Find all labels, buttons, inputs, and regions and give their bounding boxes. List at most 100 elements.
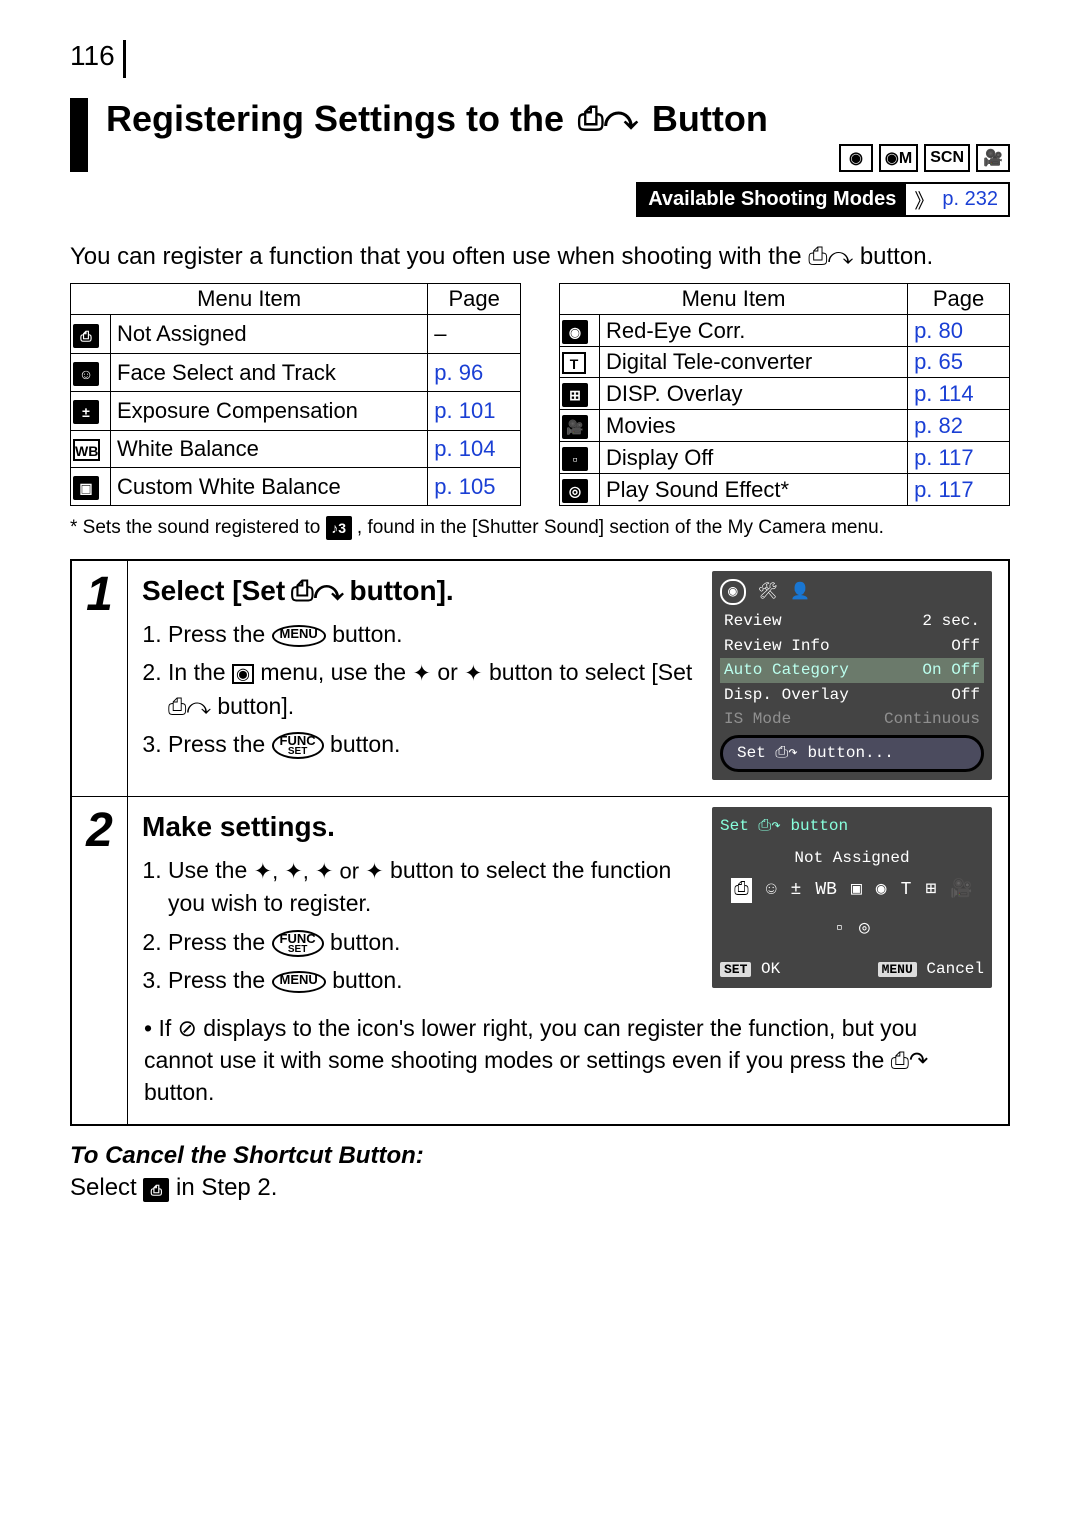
col-page: Page: [428, 284, 521, 315]
step-number: 1: [72, 561, 128, 796]
menu-page-cell[interactable]: p. 105: [428, 467, 521, 505]
camera-screen-1: ◉ 🛠 👤 Review2 sec.Review InfoOffAuto Cat…: [712, 571, 992, 780]
menu-icon: ⎙: [73, 324, 99, 348]
menu-icon: ☺: [73, 362, 99, 386]
available-modes-bar: Available Shooting Modes 》 p. 232: [70, 182, 1010, 217]
sound-icon: ♪3: [326, 516, 352, 540]
menu-item-cell: Digital Tele-converter: [600, 347, 908, 378]
menu-item-cell: Play Sound Effect*: [600, 474, 908, 506]
ok-button: SET OK: [720, 958, 780, 980]
menu-icon-cell: ☺: [71, 353, 111, 391]
col-page: Page: [908, 284, 1010, 315]
table-row: ± Exposure Compensationp. 101: [71, 392, 521, 430]
step-heading: Select [Set ⎙↷ button].: [142, 571, 694, 610]
menu-icon-cell: T: [560, 347, 600, 378]
page-number: 116: [70, 40, 126, 78]
menu-icon-cell: ⊞: [560, 378, 600, 410]
screen-row: IS ModeContinuous: [720, 707, 984, 731]
menu-table-left: Menu Item Page ⎙ Not Assigned– ☺ Face Selec…: [70, 283, 521, 506]
menu-icon: ±: [73, 400, 99, 424]
menu-page-cell[interactable]: p. 82: [908, 410, 1010, 442]
menu-icon: T: [562, 352, 586, 374]
intro-part1: You can register a function that you oft…: [70, 243, 808, 270]
screen-row: Disp. OverlayOff: [720, 683, 984, 707]
menu-icon-cell: ±: [71, 392, 111, 430]
screen-row: Review2 sec.: [720, 609, 984, 633]
menu-tables: Menu Item Page ⎙ Not Assigned– ☺ Face Selec…: [70, 283, 1010, 506]
instruction-1: Use the ✦, ✦, ✦ or ✦ button to select th…: [168, 854, 694, 920]
step-note: • If ⊘ displays to the icon's lower righ…: [142, 1012, 992, 1109]
mode-icon: SCN: [924, 144, 970, 172]
table-row: ⊞DISP. Overlayp. 114: [560, 378, 1010, 410]
mode-icon: ◉M: [879, 144, 918, 172]
footnote-prefix: * Sets the sound registered to: [70, 517, 326, 538]
menu-page-cell: –: [428, 315, 521, 353]
menu-icon: WB: [73, 439, 100, 461]
grid-icon: ☺: [766, 878, 777, 903]
grid-icon: ⎙: [731, 878, 751, 903]
grid-icon: ◎: [859, 917, 870, 942]
shortcut-icon: ⎙↷: [808, 243, 853, 270]
table-row: WB White Balancep. 104: [71, 430, 521, 467]
screen-row: Review InfoOff: [720, 634, 984, 658]
table-row: 🎥Moviesp. 82: [560, 410, 1010, 442]
func-set-button-icon: FUNCSET: [272, 732, 324, 759]
table-row: ⎙ Not Assigned–: [71, 315, 521, 353]
menu-page-cell[interactable]: p. 65: [908, 347, 1010, 378]
menu-item-cell: Red-Eye Corr.: [600, 315, 908, 347]
menu-icon-cell: ◉: [560, 315, 600, 347]
highlight-capsule: Set ⎙↷ button...: [720, 735, 984, 771]
instruction-2: In the ◉ menu, use the ✦ or ✦ button to …: [168, 656, 694, 722]
menu-item-cell: Custom White Balance: [111, 467, 428, 505]
step-1: 1 Select [Set ⎙↷ button]. Press the MENU…: [72, 561, 1008, 797]
menu-item-cell: Movies: [600, 410, 908, 442]
grid-icon: T: [901, 878, 912, 903]
menu-page-cell[interactable]: p. 114: [908, 378, 1010, 410]
menu-item-cell: Face Select and Track: [111, 353, 428, 391]
page-title: Registering Settings to the ⎙↷ Button: [106, 98, 1010, 140]
grid-icon: ⊞: [925, 878, 936, 903]
available-modes-page-link[interactable]: p. 232: [942, 184, 1008, 215]
menu-page-cell[interactable]: p. 96: [428, 353, 521, 391]
cancel-button: MENU Cancel: [878, 958, 984, 980]
grid-icon: ±: [791, 878, 802, 903]
table-row: ▣ Custom White Balancep. 105: [71, 467, 521, 505]
grid-icon: WB: [815, 878, 837, 903]
menu-page-cell[interactable]: p. 117: [908, 474, 1010, 506]
menu-page-cell[interactable]: p. 101: [428, 392, 521, 430]
instruction-1: Press the MENU button.: [168, 618, 694, 650]
mode-icon: 🎥: [976, 144, 1010, 172]
table-row: ◉Red-Eye Corr.p. 80: [560, 315, 1010, 347]
title-prefix: Registering Settings to the: [106, 98, 564, 140]
menu-page-cell[interactable]: p. 104: [428, 430, 521, 467]
menu-icon-cell: ▣: [71, 467, 111, 505]
tab-camera-icon: ◉: [720, 579, 746, 605]
table-row: ☺ Face Select and Trackp. 96: [71, 353, 521, 391]
menu-icon: ▣: [73, 476, 99, 500]
screen-title: Set ⎙↷ button: [720, 815, 984, 837]
menu-icon: ⊞: [562, 383, 588, 407]
cancel-heading: To Cancel the Shortcut Button:: [70, 1142, 1010, 1170]
menu-item-cell: Not Assigned: [111, 315, 428, 353]
menu-icon-cell: ◎: [560, 474, 600, 506]
menu-icon-cell: ⎙: [71, 315, 111, 353]
col-menu-item: Menu Item: [71, 284, 428, 315]
step-heading: Make settings.: [142, 807, 694, 846]
available-modes-label: Available Shooting Modes: [638, 184, 906, 215]
menu-item-cell: Exposure Compensation: [111, 392, 428, 430]
menu-item-cell: White Balance: [111, 430, 428, 467]
screen-row: Auto CategoryOn Off: [720, 658, 984, 682]
intro-part2: button.: [860, 243, 933, 270]
camera-screen-2: Set ⎙↷ button Not Assigned ⎙☺±WB▣◉T⊞🎥▫◎ …: [712, 807, 992, 989]
func-set-button-icon: FUNCSET: [272, 930, 324, 957]
menu-page-cell[interactable]: p. 117: [908, 442, 1010, 474]
intro-text: You can register a function that you oft…: [70, 241, 1010, 273]
shortcut-icon: ⎙↷: [168, 693, 211, 719]
down-arrow-icon: ✦: [464, 661, 482, 686]
instruction-3: Press the MENU button.: [168, 964, 694, 996]
camera-menu-icon: ◉: [232, 664, 254, 684]
shortcut-icon: ⎙↷: [574, 100, 642, 138]
menu-icon-cell: 🎥: [560, 410, 600, 442]
menu-icon: ▫: [562, 447, 588, 471]
menu-page-cell[interactable]: p. 80: [908, 315, 1010, 347]
